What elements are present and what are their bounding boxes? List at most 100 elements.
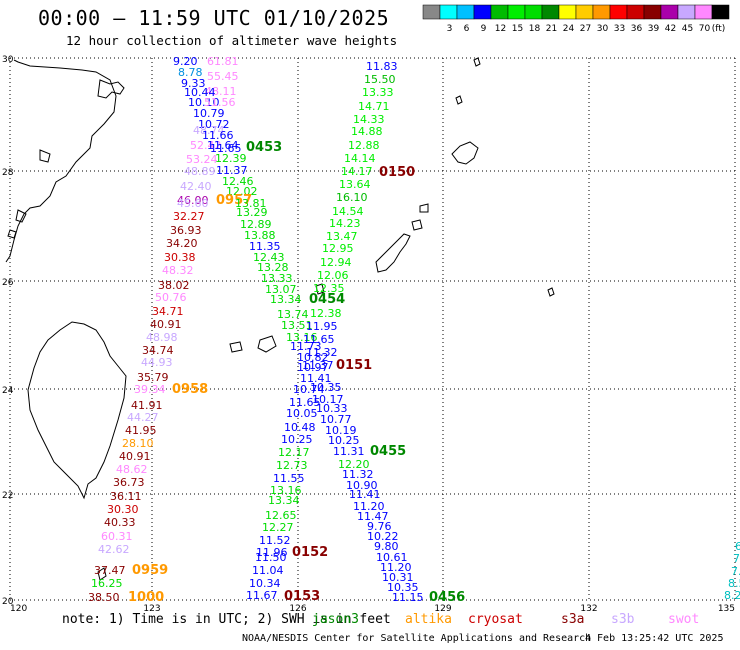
generated-timestamp: 4 Feb 13:25:42 UTC 2025 bbox=[585, 633, 724, 644]
color-scale-label: 30 bbox=[597, 24, 609, 34]
wave-height-value: 41.91 bbox=[131, 399, 163, 412]
color-scale-label: 36 bbox=[631, 24, 643, 34]
pass-time-label: 0957 bbox=[216, 193, 252, 208]
color-swatch bbox=[711, 4, 730, 20]
wave-height-value: 34.74 bbox=[142, 344, 174, 357]
color-scale-label: 21 bbox=[546, 24, 557, 34]
wave-height-value: 39.34 bbox=[134, 383, 166, 396]
wave-height-value: 10.79 bbox=[193, 107, 225, 120]
wave-height-value: 12.35 bbox=[313, 282, 345, 295]
wave-height-value: 8.78 bbox=[178, 66, 203, 79]
lat-label: 26 bbox=[2, 278, 14, 288]
wave-height-value: 51.56 bbox=[204, 96, 236, 109]
wave-height-value: 10.25 bbox=[281, 433, 313, 446]
wave-height-value: 13.07 bbox=[265, 283, 297, 296]
wave-height-value: 13.81 bbox=[235, 197, 267, 210]
wave-height-value: 10.97 bbox=[297, 361, 329, 374]
coastlines bbox=[5, 57, 555, 581]
wave-height-value: 34.20 bbox=[166, 237, 198, 250]
pass-time-label: 0455 bbox=[370, 444, 406, 459]
color-swatch bbox=[677, 4, 696, 20]
wave-height-value: 13.28 bbox=[257, 261, 289, 274]
wave-height-value: 48.89 bbox=[184, 165, 216, 178]
wave-height-value: 10.19 bbox=[325, 424, 357, 437]
wave-height-value: 11.65 bbox=[210, 142, 242, 155]
wave-height-value: 11.64 bbox=[207, 139, 239, 152]
wave-height-value: 12.02 bbox=[226, 185, 258, 198]
lon-label: 135 bbox=[718, 604, 735, 614]
wave-height-value: 11.95 bbox=[306, 320, 338, 333]
color-scale-label: 18 bbox=[529, 24, 541, 34]
wave-height-value: 12.46 bbox=[222, 175, 254, 188]
wave-height-value: 53.24 bbox=[186, 153, 218, 166]
wave-height-value: 11.31 bbox=[333, 445, 365, 458]
wave-height-value: 37.47 bbox=[94, 564, 126, 577]
color-scale-unit: (ft) bbox=[712, 24, 726, 34]
color-scale-label: 33 bbox=[614, 24, 625, 34]
island bbox=[315, 283, 325, 295]
wave-height-value: 13.16 bbox=[270, 484, 302, 497]
wave-height-value: 10.10 bbox=[188, 96, 220, 109]
wave-height-value: 11.52 bbox=[259, 534, 291, 547]
color-scale: 3 6 9 12 15 18 21 24 27 30 33 36 39 42 45 70 (ft) bbox=[422, 4, 730, 34]
wave-height-value: 45.60 bbox=[177, 197, 209, 210]
wave-height-value: 42.40 bbox=[180, 180, 212, 193]
color-scale-label: 3 bbox=[447, 24, 453, 34]
wave-height-value: 11.32 bbox=[342, 468, 374, 481]
pass-time-label: 0958 bbox=[172, 382, 208, 397]
lat-label: 24 bbox=[2, 386, 14, 396]
china-coast-island bbox=[39, 149, 51, 163]
wave-height-value: 12.20 bbox=[338, 458, 370, 471]
wave-height-value: 9.76 bbox=[367, 520, 392, 533]
wave-height-value: 13.34 bbox=[270, 293, 302, 306]
wave-height-value: 11.20 bbox=[380, 561, 412, 574]
wave-height-value: 52.42 bbox=[190, 139, 222, 152]
wave-height-value: 16.25 bbox=[91, 577, 123, 590]
wave-height-value: 14.71 bbox=[358, 100, 390, 113]
wave-height-value: 61.81 bbox=[207, 55, 239, 68]
wave-height-value: 13.16 bbox=[286, 331, 318, 344]
satellite-legend-cryosat: cryosat bbox=[468, 612, 523, 627]
wave-height-value: 10.74 bbox=[293, 383, 325, 396]
color-swatch bbox=[507, 4, 526, 20]
wave-height-value: 14.54 bbox=[332, 205, 364, 218]
wave-height-value: 11.73 bbox=[290, 340, 322, 353]
wave-height-value: 11.65 bbox=[303, 333, 335, 346]
wave-height-value: 40.33 bbox=[104, 516, 136, 529]
color-swatch bbox=[643, 4, 662, 20]
wave-height-value: 50.76 bbox=[155, 291, 187, 304]
wave-height-value: 41.95 bbox=[125, 424, 157, 437]
wave-height-value: 6 bbox=[735, 540, 740, 553]
lat-label: 22 bbox=[2, 491, 13, 501]
wave-height-value: 38.50 bbox=[88, 591, 120, 604]
wave-height-value: 9.20 bbox=[173, 55, 198, 68]
island bbox=[473, 57, 481, 67]
pass-time-label: 0454 bbox=[309, 292, 345, 307]
island bbox=[547, 287, 555, 297]
wave-height-value: 12.27 bbox=[262, 521, 294, 534]
wave-height-value: 13.29 bbox=[236, 206, 268, 219]
color-scale-label: 45 bbox=[682, 24, 693, 34]
color-swatch bbox=[558, 4, 577, 20]
wave-height-value: 38.02 bbox=[158, 279, 190, 292]
wave-height-value: 14.88 bbox=[351, 125, 383, 138]
color-scale-label: 9 bbox=[481, 24, 487, 34]
lat-label: 30 bbox=[2, 55, 14, 65]
color-swatch bbox=[490, 4, 509, 20]
wave-height-value: 13.74 bbox=[277, 308, 309, 321]
wave-height-value: 11.65 bbox=[289, 396, 321, 409]
wave-height-value: 48.74 bbox=[193, 124, 225, 137]
wave-height-value: 11.15 bbox=[392, 591, 424, 604]
island bbox=[411, 219, 423, 231]
wave-height-value: 10.33 bbox=[316, 402, 348, 415]
wave-height-value: 13.34 bbox=[268, 494, 300, 507]
wave-height-value: 11.37 bbox=[216, 164, 248, 177]
wave-height-value: 11.47 bbox=[357, 510, 389, 523]
wave-height-value: 7. bbox=[731, 565, 740, 578]
wave-height-value: 8.5 bbox=[728, 577, 740, 590]
color-scale-label: 70 bbox=[699, 24, 711, 34]
wave-height-value: 40.91 bbox=[119, 450, 151, 463]
color-swatch bbox=[439, 4, 458, 20]
china-coastline bbox=[5, 59, 117, 263]
